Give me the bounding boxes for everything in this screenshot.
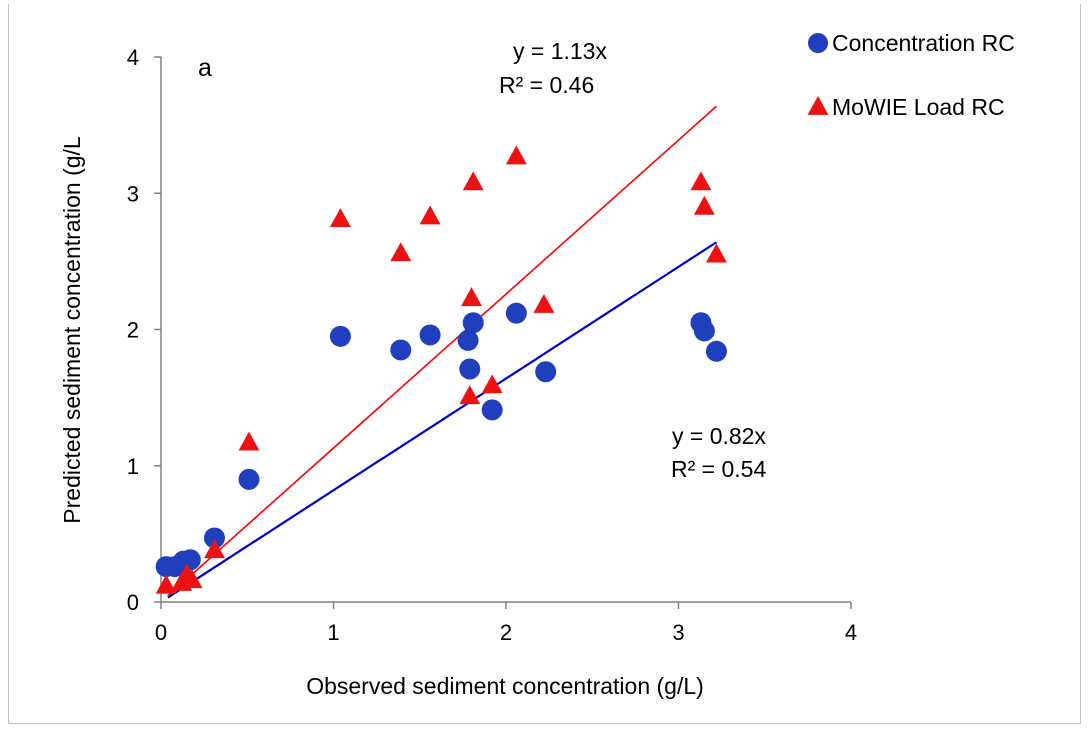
point-concentration (390, 339, 412, 361)
point-concentration (203, 527, 225, 549)
figure-frame (8, 4, 1081, 724)
point-concentration (535, 361, 557, 383)
point-mowie (459, 385, 481, 405)
point-mowie (329, 208, 351, 228)
legend: Concentration RC MoWIE Load RC (807, 30, 1015, 120)
point-mowie (419, 205, 441, 225)
trendline-mowie (167, 105, 717, 597)
point-concentration (481, 399, 503, 421)
x-tick-label: 3 (672, 620, 684, 645)
point-concentration (179, 549, 201, 571)
trendline-equation-concentration: y = 0.82x (672, 423, 766, 449)
y-ticks: 0 1 2 3 4 (127, 45, 161, 615)
legend-marker-mowie (807, 96, 829, 115)
legend-marker-concentration (808, 33, 828, 53)
trendlines (167, 105, 718, 599)
point-mowie (461, 287, 482, 307)
x-tick-label: 2 (500, 620, 512, 645)
axes: 0 1 2 3 4 0 1 2 3 4 (127, 45, 857, 645)
y-tick-label: 4 (127, 45, 139, 70)
x-tick-label: 4 (845, 620, 857, 645)
point-mowie (155, 574, 177, 594)
point-concentration (329, 325, 351, 347)
point-mowie (690, 171, 712, 191)
point-mowie (204, 539, 225, 559)
point-mowie (706, 243, 727, 263)
trendline-r2-concentration: R² = 0.54 (671, 456, 766, 482)
point-mowie (693, 195, 715, 215)
trendline-equation-mowie: y = 1.13x (513, 38, 607, 64)
y-tick-label: 3 (127, 181, 139, 206)
trendline-concentration (167, 241, 718, 599)
point-concentration (705, 340, 727, 362)
point-concentration (238, 468, 260, 490)
panel-label: a (198, 54, 212, 82)
point-concentration (505, 302, 527, 324)
y-tick-label: 0 (127, 590, 139, 615)
point-concentration (693, 320, 715, 342)
legend-label-mowie: MoWIE Load RC (832, 94, 1005, 120)
y-tick-label: 2 (127, 318, 139, 343)
point-concentration (459, 358, 481, 380)
point-mowie (462, 171, 484, 191)
point-mowie (533, 293, 555, 313)
point-concentration (419, 324, 441, 346)
data-points (155, 145, 727, 594)
point-mowie (390, 242, 412, 262)
point-mowie (238, 431, 260, 451)
point-concentration (457, 329, 479, 351)
y-axis-title: Predicted sediment concentration (g/L (59, 136, 85, 524)
point-mowie (481, 374, 503, 394)
x-ticks: 0 1 2 3 4 (155, 602, 857, 645)
point-concentration (462, 312, 484, 334)
point-mowie (181, 569, 203, 589)
legend-label-concentration: Concentration RC (832, 30, 1015, 56)
trendline-r2-mowie: R² = 0.46 (499, 72, 594, 98)
x-axis-title: Observed sediment concentration (g/L) (306, 673, 704, 699)
y-tick-label: 1 (127, 454, 139, 479)
x-tick-label: 1 (327, 620, 339, 645)
x-tick-label: 0 (155, 620, 167, 645)
point-mowie (505, 145, 527, 165)
